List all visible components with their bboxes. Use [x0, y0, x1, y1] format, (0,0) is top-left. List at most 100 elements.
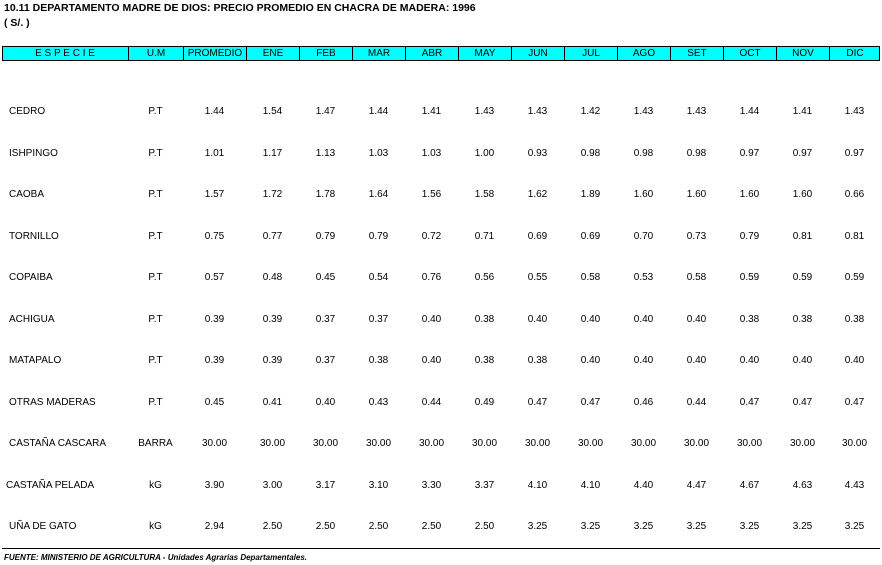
- column-header: U.M: [128, 46, 183, 61]
- price: 0.98: [580, 147, 601, 159]
- column-header: NOV: [776, 46, 829, 61]
- species: CASTAÑA PELADA: [6, 479, 95, 491]
- price: 30.00: [259, 438, 286, 449]
- price: 0.72: [421, 230, 442, 242]
- price: 1.41: [792, 106, 813, 117]
- price: 1.43: [686, 106, 707, 117]
- price: 3.25: [844, 521, 865, 532]
- price: 1.44: [739, 106, 760, 117]
- unit-cell: BARRA: [138, 438, 173, 449]
- price: 1.47: [315, 106, 336, 117]
- price: 4.67: [739, 479, 760, 491]
- price: 0.38: [844, 313, 865, 325]
- price: 0.37: [368, 313, 389, 325]
- price: 1.54: [262, 106, 283, 117]
- price: 0.37: [315, 313, 336, 325]
- price: 1.60: [633, 189, 654, 200]
- price: 0.77: [262, 230, 283, 242]
- price: 30.00: [201, 438, 228, 449]
- price: 1.01: [204, 147, 225, 159]
- column-header: OCT: [723, 46, 776, 61]
- price: 0.40: [686, 313, 707, 325]
- price: 3.25: [633, 521, 654, 532]
- price: 0.39: [204, 313, 225, 325]
- price: 2.50: [315, 521, 336, 532]
- price: 1.62: [527, 189, 548, 200]
- price: 0.66: [844, 189, 865, 200]
- price: 0.47: [739, 396, 760, 408]
- price: 1.43: [527, 106, 548, 117]
- price: 30.00: [577, 438, 604, 449]
- price: 0.54: [368, 272, 389, 283]
- column-header: MAY: [458, 46, 511, 61]
- price: 0.48: [262, 272, 283, 283]
- price: 0.97: [792, 147, 813, 159]
- price: 3.25: [580, 521, 601, 532]
- price: 30.00: [365, 438, 392, 449]
- price: 0.59: [739, 272, 760, 283]
- price: 30.00: [471, 438, 498, 449]
- price: 1.60: [686, 189, 707, 200]
- price: 1.43: [633, 106, 654, 117]
- price: 0.47: [527, 396, 548, 408]
- price: 0.79: [368, 230, 389, 242]
- price: 1.78: [315, 189, 336, 200]
- price: 30.00: [312, 438, 339, 449]
- price: 0.98: [686, 147, 707, 159]
- price: 30.00: [524, 438, 551, 449]
- price: 0.59: [844, 272, 865, 283]
- price: 4.63: [792, 479, 813, 491]
- price: 1.03: [421, 147, 442, 159]
- price: 1.56: [421, 189, 442, 200]
- price: 4.40: [633, 479, 654, 491]
- price: 30.00: [736, 438, 763, 449]
- price: 4.47: [686, 479, 707, 491]
- price: 2.50: [262, 521, 283, 532]
- price: 0.55: [527, 272, 548, 283]
- price: 3.30: [421, 479, 442, 491]
- price: 0.38: [368, 355, 389, 366]
- price: 1.64: [368, 189, 389, 200]
- price: 2.50: [421, 521, 442, 532]
- species: ISHPINGO: [9, 147, 58, 159]
- price: 0.39: [204, 355, 225, 366]
- species: CAOBA: [9, 189, 45, 200]
- price: 0.70: [633, 230, 654, 242]
- price: 1.17: [262, 147, 283, 159]
- price: 0.69: [580, 230, 601, 242]
- price: 3.17: [315, 479, 336, 491]
- price: 0.56: [474, 272, 495, 283]
- price: 0.98: [633, 147, 654, 159]
- price: 3.25: [739, 521, 760, 532]
- price: 0.93: [527, 147, 548, 159]
- unit-cell: P.T: [148, 147, 163, 159]
- price: 0.57: [204, 272, 225, 283]
- column-header: ABR: [405, 46, 458, 61]
- price: 0.38: [474, 355, 495, 366]
- price: 1.72: [262, 189, 283, 200]
- price: 1.58: [474, 189, 495, 200]
- price: 0.40: [527, 313, 548, 325]
- unit-cell: kG: [149, 479, 162, 491]
- price: 0.37: [315, 355, 336, 366]
- price: 0.40: [633, 313, 654, 325]
- price: 0.40: [580, 355, 601, 366]
- price: 1.44: [368, 106, 389, 117]
- price: 1.00: [474, 147, 495, 159]
- unit-cell: P.T: [148, 355, 163, 366]
- price: 1.60: [792, 189, 813, 200]
- unit-cell: P.T: [148, 189, 163, 200]
- price: 0.40: [844, 355, 865, 366]
- price: 4.43: [844, 479, 865, 491]
- price: 3.90: [204, 479, 225, 491]
- column-header: SET: [670, 46, 723, 61]
- species: TORNILLO: [9, 230, 59, 242]
- price: 30.00: [683, 438, 710, 449]
- price: 3.25: [792, 521, 813, 532]
- price: 0.71: [474, 230, 495, 242]
- price: 0.39: [262, 313, 283, 325]
- species: CEDRO: [9, 106, 46, 117]
- price: 0.40: [421, 355, 442, 366]
- price: 1.03: [368, 147, 389, 159]
